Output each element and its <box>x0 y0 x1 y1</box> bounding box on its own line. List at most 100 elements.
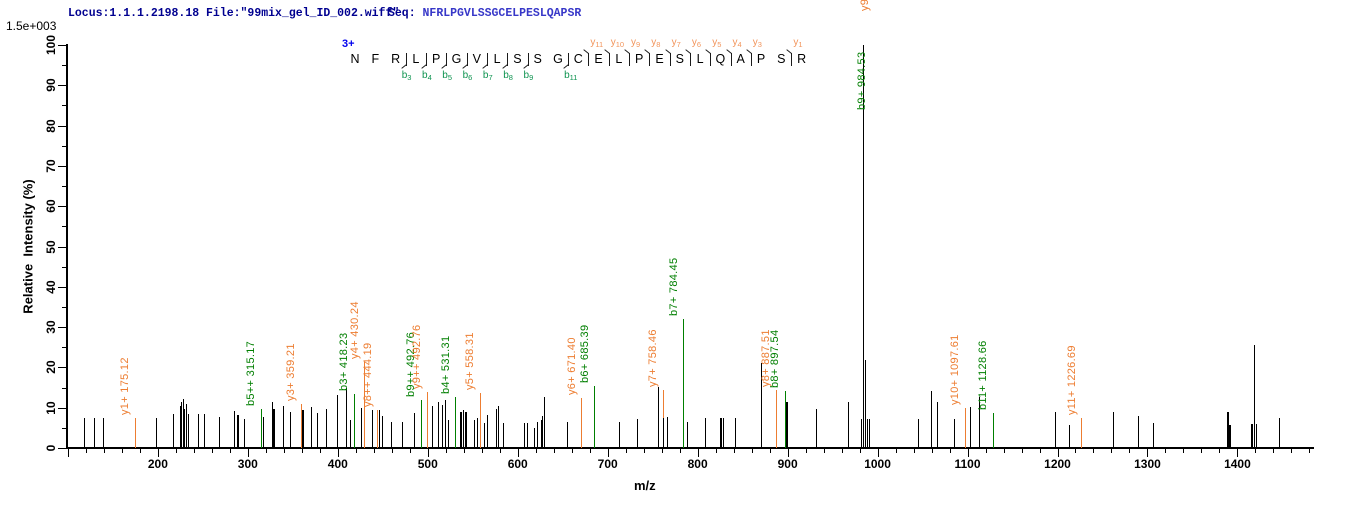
peak <box>179 406 181 448</box>
residue-E: E <box>594 52 603 66</box>
x-tick-label: 1100 <box>954 457 981 471</box>
x-tick-label: 200 <box>147 457 168 471</box>
peak <box>1279 418 1281 448</box>
peak <box>1112 412 1114 448</box>
peak-label-b7+: b7+ 784.45 <box>667 257 680 317</box>
peak <box>848 401 850 448</box>
y-tick-label: 20 <box>44 360 58 375</box>
y-axis-line <box>66 44 68 449</box>
peak <box>441 404 443 448</box>
x-tick <box>859 449 861 453</box>
y-ion-tag-y6: y6 <box>691 37 702 49</box>
peak-b7+ <box>683 319 685 448</box>
x-tick <box>139 449 141 453</box>
peak <box>720 418 723 448</box>
x-tick <box>1291 449 1293 453</box>
cleavage-bar <box>405 53 407 66</box>
peak <box>438 401 440 448</box>
x-tick <box>283 449 285 453</box>
x-tick <box>265 449 267 453</box>
y-tick <box>62 105 66 107</box>
peak <box>860 419 862 448</box>
peak <box>238 414 240 448</box>
peak <box>618 421 620 448</box>
x-tick <box>1273 449 1275 453</box>
peak <box>156 418 158 448</box>
b-ion-tag-b6: b6 <box>462 70 473 82</box>
peak-label-y11+: y11+ 1226.69 <box>1065 345 1078 416</box>
x-tick <box>373 449 375 453</box>
peak <box>302 410 305 448</box>
peak <box>184 408 186 448</box>
peak <box>969 406 971 448</box>
residue-P: P <box>635 52 644 66</box>
x-tick <box>1039 449 1041 453</box>
peak <box>663 418 665 448</box>
residue-P: P <box>432 52 441 66</box>
peak-label-y6+: y6+ 671.40 <box>565 337 578 396</box>
x-tick-label: 800 <box>687 457 708 471</box>
cleavage-bar <box>629 53 630 66</box>
x-tick <box>535 449 537 453</box>
peak <box>182 398 184 448</box>
peak-label-b4+: b4+ 531.31 <box>439 335 452 394</box>
y-tick <box>62 145 66 147</box>
peak <box>381 415 383 448</box>
peak <box>867 419 869 448</box>
peak-y10+ <box>964 407 966 448</box>
peak <box>815 408 817 448</box>
x-tick <box>319 449 321 453</box>
x-tick <box>445 449 447 453</box>
x-axis-line <box>66 447 1314 449</box>
residue-R: R <box>391 52 401 66</box>
cleavage-bar <box>710 53 712 66</box>
x-tick-label: 1200 <box>1044 457 1071 471</box>
y-tick-label: 50 <box>44 239 58 254</box>
x-tick <box>517 449 519 457</box>
peak <box>272 408 275 448</box>
peak <box>978 397 980 448</box>
peak <box>486 414 488 448</box>
b-ion-tag-b11: b11 <box>564 70 578 82</box>
x-tick <box>463 449 465 453</box>
y-ion-tag-y8: y8 <box>651 37 661 49</box>
x-tick-label: 1300 <box>1134 457 1161 471</box>
x-tick <box>625 449 627 453</box>
x-tick <box>553 449 555 453</box>
residue-A: A <box>736 52 745 66</box>
x-tick <box>1309 449 1311 453</box>
peak <box>534 427 536 448</box>
peak-y8+ <box>775 389 777 448</box>
x-tick <box>409 449 411 453</box>
peak-b9++ <box>420 399 422 448</box>
peak <box>243 419 245 448</box>
y-tick-label: 60 <box>44 199 58 213</box>
y-tick <box>58 125 66 127</box>
peak <box>413 413 415 448</box>
peak <box>464 411 467 448</box>
x-tick <box>1183 449 1185 453</box>
x-tick-label: 600 <box>507 457 528 471</box>
peak <box>402 421 404 448</box>
y-ion-tag-y11: y11 <box>590 37 604 49</box>
peak-label-y4+: y4+ 430.24 <box>348 301 361 359</box>
peak <box>953 419 955 448</box>
x-tick <box>301 449 303 453</box>
cleavage-bar <box>750 53 752 66</box>
peak-label-y5+: y5+ 558.31 <box>464 332 477 391</box>
y-ion-tag-y1: y1 <box>793 37 803 49</box>
b-ion-tag-b3: b3 <box>401 70 412 82</box>
x-tick <box>931 449 933 453</box>
peak <box>917 419 919 448</box>
peak <box>1226 411 1229 448</box>
b-ion-tag-b4: b4 <box>422 70 432 82</box>
peak <box>705 418 707 448</box>
peak <box>937 401 939 448</box>
peak <box>786 401 789 448</box>
x-tick <box>229 449 231 453</box>
x-tick <box>607 449 609 457</box>
x-tick <box>1021 449 1023 453</box>
peak <box>761 362 763 448</box>
residue-G: G <box>451 52 462 66</box>
peak-label-b8+: b8+ 897.54 <box>769 329 782 388</box>
